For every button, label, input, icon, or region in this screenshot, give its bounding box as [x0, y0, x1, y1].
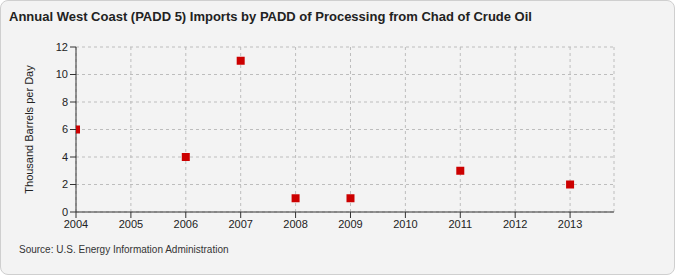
- svg-text:10: 10: [56, 68, 68, 80]
- svg-text:2004: 2004: [64, 218, 88, 230]
- svg-text:2006: 2006: [174, 218, 198, 230]
- svg-text:2: 2: [62, 178, 68, 190]
- html-text:Source: U.S. Energy Informatio: Source: U.S. Energy Information Administ…: [19, 244, 229, 255]
- svg-text:6: 6: [62, 123, 68, 135]
- svg-text:2009: 2009: [338, 218, 362, 230]
- svg-text:8: 8: [62, 96, 68, 108]
- svg-text:4: 4: [62, 151, 68, 163]
- svg-text:2005: 2005: [119, 218, 143, 230]
- svg-text:2007: 2007: [228, 218, 252, 230]
- svg-text:Thousand Barrels per Day: Thousand Barrels per Day: [23, 65, 35, 194]
- svg-text:2008: 2008: [283, 218, 307, 230]
- svg-text:0: 0: [62, 206, 68, 218]
- svg-text:2010: 2010: [393, 218, 417, 230]
- svg-text:2012: 2012: [503, 218, 527, 230]
- svg-text:2011: 2011: [448, 218, 472, 230]
- svg-text:2013: 2013: [558, 218, 582, 230]
- svg-text:12: 12: [56, 41, 68, 53]
- html-text:Annual West Coast (PADD 5) Imp: Annual West Coast (PADD 5) Imports by PA…: [9, 9, 532, 24]
